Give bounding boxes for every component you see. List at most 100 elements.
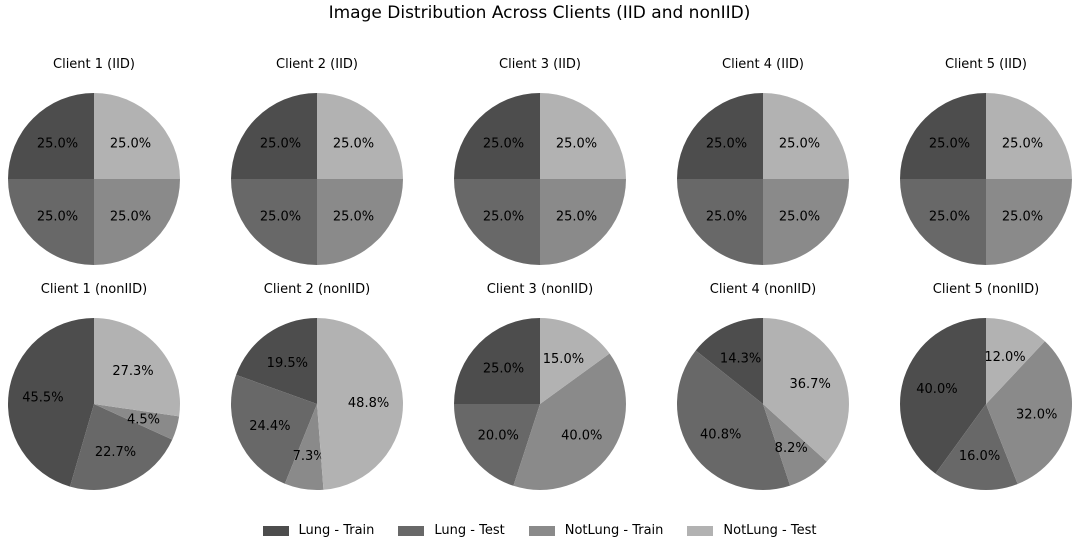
pie-chart: Client 5 (IID) 25.0% 25.0% 25.0% 25.0% [900, 57, 1072, 265]
pie-slice-label: 15.0% [543, 352, 584, 367]
pie-slice [8, 93, 94, 179]
pie-slice [230, 374, 317, 484]
pie-slice [677, 179, 763, 265]
pie-slice [8, 318, 95, 487]
legend-label: Lung - Train [298, 523, 375, 538]
pie-slice [986, 93, 1072, 179]
pie-title: Client 1 (nonIID) [41, 282, 147, 297]
pie-slice [317, 93, 403, 179]
pie-slice [540, 318, 610, 404]
pie-slice [454, 404, 540, 486]
pie-slice-label: 45.5% [22, 391, 63, 406]
pie-slice [94, 318, 180, 417]
pie-slice-label: 20.0% [478, 428, 519, 443]
pie-chart: Client 2 (nonIID) 19.5% 24.4%7.3% 48.8% [230, 282, 403, 490]
legend-label: Lung - Test [434, 523, 505, 538]
pie-slice [540, 179, 626, 265]
pie-slice [935, 404, 1018, 490]
pie-slice [900, 318, 986, 474]
pie-slice-label: 25.0% [37, 209, 78, 224]
pie-slice-label: 25.0% [110, 137, 151, 152]
pie-slice-label: 25.0% [110, 209, 151, 224]
pie-slice [763, 179, 849, 265]
pie-title: Client 4 (IID) [722, 57, 804, 72]
pie-slice [231, 93, 317, 179]
pie-slice-label: 25.0% [260, 209, 301, 224]
pie-slice-label: 48.8% [348, 396, 389, 411]
pie-slice-label: 14.3% [720, 352, 761, 367]
pie-title: Client 2 (IID) [276, 57, 358, 72]
pie-chart: Client 3 (nonIID) 25.0% 20.0% 40.0% 15.0% [454, 282, 626, 490]
pie-title: Client 5 (nonIID) [933, 282, 1039, 297]
pie-slice [763, 404, 827, 486]
pie-slice-label: 25.0% [1002, 137, 1043, 152]
pie-slice-label: 25.0% [706, 137, 747, 152]
pie-slice [540, 93, 626, 179]
pie-slice-label: 27.3% [112, 364, 153, 379]
pie-slice [900, 93, 986, 179]
pie-slice [94, 93, 180, 179]
pie-slice-label: 16.0% [959, 449, 1000, 464]
pie-slice-label: 40.0% [561, 428, 602, 443]
pie-slice [454, 179, 540, 265]
pie-slice [677, 93, 763, 179]
pie-chart: Client 5 (nonIID) 40.0% 16.0% 32.0% 12.0% [900, 282, 1073, 490]
pie-slice [513, 353, 626, 490]
pie-slice-label: 25.0% [929, 137, 970, 152]
pie-chart: Client 3 (IID) 25.0% 25.0% 25.0% 25.0% [454, 57, 626, 265]
pie-charts-grid: Client 1 (IID)25.0%25.0% 25.0%25.0%Client… [8, 57, 1073, 490]
pie-slice-label: 12.0% [984, 350, 1025, 365]
pie-slice-label: 25.0% [556, 209, 597, 224]
pie-chart: Client 4 (nonIID) 14.3% 40.8% 8.2% 36.7% [677, 282, 849, 490]
pie-slice [70, 404, 173, 490]
pie-chart: Client 2 (IID) 25.0% 25.0% 25.0% 25.0% [231, 57, 403, 265]
pie-slice-label: 22.7% [95, 445, 136, 460]
pie-slice [317, 179, 403, 265]
legend-swatch [398, 525, 425, 536]
pie-title: Client 1 (IID) [53, 57, 135, 72]
pie-slice [94, 179, 180, 265]
pie-title: Client 3 (nonIID) [487, 282, 593, 297]
pie-title: Client 3 (IID) [499, 57, 581, 72]
pie-slice-label: 25.0% [483, 137, 524, 152]
pie-slice [986, 341, 1073, 484]
pie-slice [763, 318, 849, 462]
legend-item-lung-test: Lung - Test [398, 523, 505, 538]
pie-slice-label: 25.0% [779, 137, 820, 152]
pie-title: Client 4 (nonIID) [710, 282, 816, 297]
pie-slice-label: 7.3% [293, 449, 326, 464]
pie-title: Client 5 (IID) [945, 57, 1027, 72]
pie-slice-label: 4.5% [127, 413, 160, 428]
legend-swatch [687, 525, 714, 536]
pie-chart: Client 1 (nonIID) 45.5% 22.7% 4.5% 27.3% [8, 282, 180, 490]
pie-slice [763, 93, 849, 179]
pie-slice [677, 350, 791, 490]
pie-slice [695, 318, 763, 404]
pie-slice-label: 24.4% [249, 419, 290, 434]
pie-slice-label: 40.0% [916, 382, 957, 397]
legend: Lung - Train Lung - Test NotLung - Train… [0, 523, 1079, 538]
pie-slice-label: 25.0% [333, 209, 374, 224]
pie-slice [454, 93, 540, 179]
pie-slice-label: 25.0% [333, 137, 374, 152]
pie-slice-label: 8.2% [775, 441, 808, 456]
figure-title: Image Distribution Across Clients (IID a… [328, 3, 751, 23]
pie-slice [900, 179, 986, 265]
pie-slice-label: 32.0% [1016, 408, 1057, 423]
pie-slice-label: 25.0% [706, 209, 747, 224]
pie-slice [8, 179, 94, 265]
pie-slice-label: 25.0% [556, 137, 597, 152]
pie-slice-label: 25.0% [779, 209, 820, 224]
pie-slice-label: 25.0% [483, 209, 524, 224]
pie-slice [317, 318, 403, 490]
legend-swatch [262, 525, 289, 536]
pie-slice-label: 40.8% [700, 428, 741, 443]
pie-slice-label: 25.0% [929, 209, 970, 224]
pie-slice-label: 36.7% [790, 377, 831, 392]
pie-chart: Client 4 (IID) 25.0% 25.0% 25.0% 25.0% [677, 57, 849, 265]
pie-slice [284, 404, 324, 490]
legend-swatch [528, 525, 555, 536]
pie-slice [236, 318, 317, 404]
pie-slice [454, 318, 540, 404]
pie-slice-label: 25.0% [260, 137, 301, 152]
